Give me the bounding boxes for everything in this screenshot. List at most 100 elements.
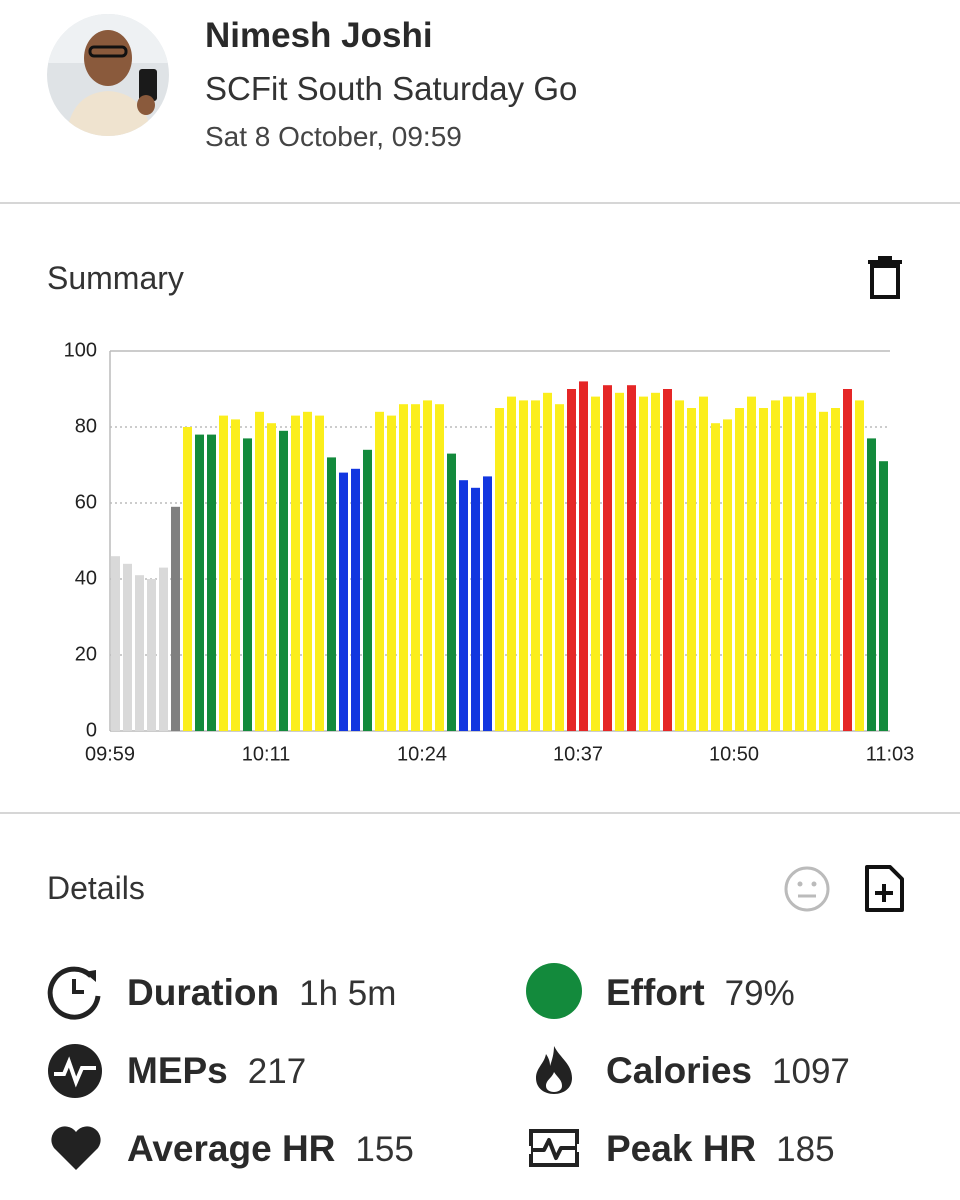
bar	[411, 404, 420, 731]
bar	[231, 419, 240, 731]
detail-label: MEPs	[127, 1050, 228, 1091]
detail-value: 217	[247, 1052, 307, 1091]
detail-label: Calories	[606, 1050, 753, 1091]
detail-item: Duration 1h 5m	[127, 972, 396, 1014]
x-tick-label: 10:24	[397, 743, 447, 765]
bar	[819, 411, 828, 731]
add-note-button[interactable]	[864, 864, 906, 914]
x-tick-label: 09:59	[85, 743, 135, 765]
bar	[615, 392, 624, 731]
bar	[303, 411, 312, 731]
bar	[651, 392, 660, 731]
bar	[675, 400, 684, 731]
bar	[159, 567, 168, 731]
divider	[0, 202, 960, 204]
x-tick-label: 10:11	[242, 743, 291, 765]
bar	[711, 423, 720, 731]
avatar[interactable]	[46, 13, 170, 137]
bar	[459, 480, 468, 731]
bar	[759, 408, 768, 731]
bar	[363, 449, 372, 731]
bar	[375, 411, 384, 731]
delete-button[interactable]	[866, 256, 904, 300]
bar	[171, 506, 180, 731]
bar	[795, 396, 804, 731]
bar	[483, 476, 492, 731]
detail-item: Peak HR 185	[606, 1128, 835, 1170]
y-tick-label: 80	[75, 415, 97, 437]
y-tick-label: 40	[75, 567, 97, 589]
bar	[279, 430, 288, 731]
y-tick-label: 60	[75, 491, 97, 513]
bar	[387, 415, 396, 731]
mood-button[interactable]	[783, 865, 831, 913]
bar	[831, 408, 840, 731]
detail-value: 155	[355, 1130, 414, 1169]
detail-item: Average HR 155	[127, 1128, 414, 1170]
event-name: SCFit South Saturday Go	[205, 70, 578, 107]
bar	[591, 396, 600, 731]
x-tick-label: 10:37	[553, 743, 603, 765]
bar	[627, 385, 636, 731]
bar	[867, 438, 876, 731]
section-title: Summary	[47, 260, 184, 296]
bar	[639, 396, 648, 731]
bar	[567, 389, 576, 731]
hr-chart: 0 20 40 60 80 100 09:59 10:11 10:24 10:37 10:50 11:…	[64, 339, 915, 765]
bar	[855, 400, 864, 731]
bar	[243, 438, 252, 731]
bar	[783, 396, 792, 731]
bar	[291, 415, 300, 731]
bar	[183, 427, 192, 731]
bar	[255, 411, 264, 731]
bar	[339, 472, 348, 731]
detail-label: Peak HR	[606, 1128, 757, 1169]
bar	[507, 396, 516, 731]
detail-item: Effort 79%	[606, 972, 795, 1014]
bar	[111, 556, 120, 731]
bar	[123, 563, 132, 731]
bar	[447, 453, 456, 731]
bar	[519, 400, 528, 731]
bar	[147, 579, 156, 731]
bar	[807, 392, 816, 731]
detail-value: 1097	[772, 1052, 850, 1091]
bar	[135, 575, 144, 731]
bar	[603, 385, 612, 731]
detail-value: 185	[776, 1130, 835, 1169]
event-date: Sat 8 October, 09:59	[205, 121, 462, 152]
x-tick-label: 11:03	[866, 743, 915, 765]
bar	[351, 468, 360, 731]
bar	[555, 404, 564, 731]
heart-icon	[51, 1126, 101, 1170]
bar	[423, 400, 432, 731]
bar	[399, 404, 408, 731]
bar	[531, 400, 540, 731]
calories-icon	[536, 1046, 572, 1094]
y-tick-label: 20	[75, 643, 97, 665]
bar	[267, 423, 276, 731]
duration-icon	[47, 966, 101, 1020]
bar	[315, 415, 324, 731]
bar	[195, 434, 204, 731]
detail-label: Average HR	[127, 1128, 336, 1169]
effort-icon	[526, 963, 582, 1019]
bar	[771, 400, 780, 731]
divider	[0, 812, 960, 814]
meps-icon	[48, 1044, 102, 1098]
detail-label: Effort	[606, 972, 705, 1013]
bar	[687, 408, 696, 731]
detail-label: Duration	[127, 972, 280, 1013]
bar	[747, 396, 756, 731]
bar	[435, 404, 444, 731]
bar	[471, 487, 480, 731]
bar	[879, 461, 888, 731]
detail-item: MEPs 217	[127, 1050, 306, 1092]
bar	[663, 389, 672, 731]
detail-value: 79%	[724, 974, 795, 1013]
bar	[843, 389, 852, 731]
peak-hr-icon	[528, 1129, 580, 1167]
x-tick-label: 10:50	[709, 743, 759, 765]
bar	[495, 408, 504, 731]
